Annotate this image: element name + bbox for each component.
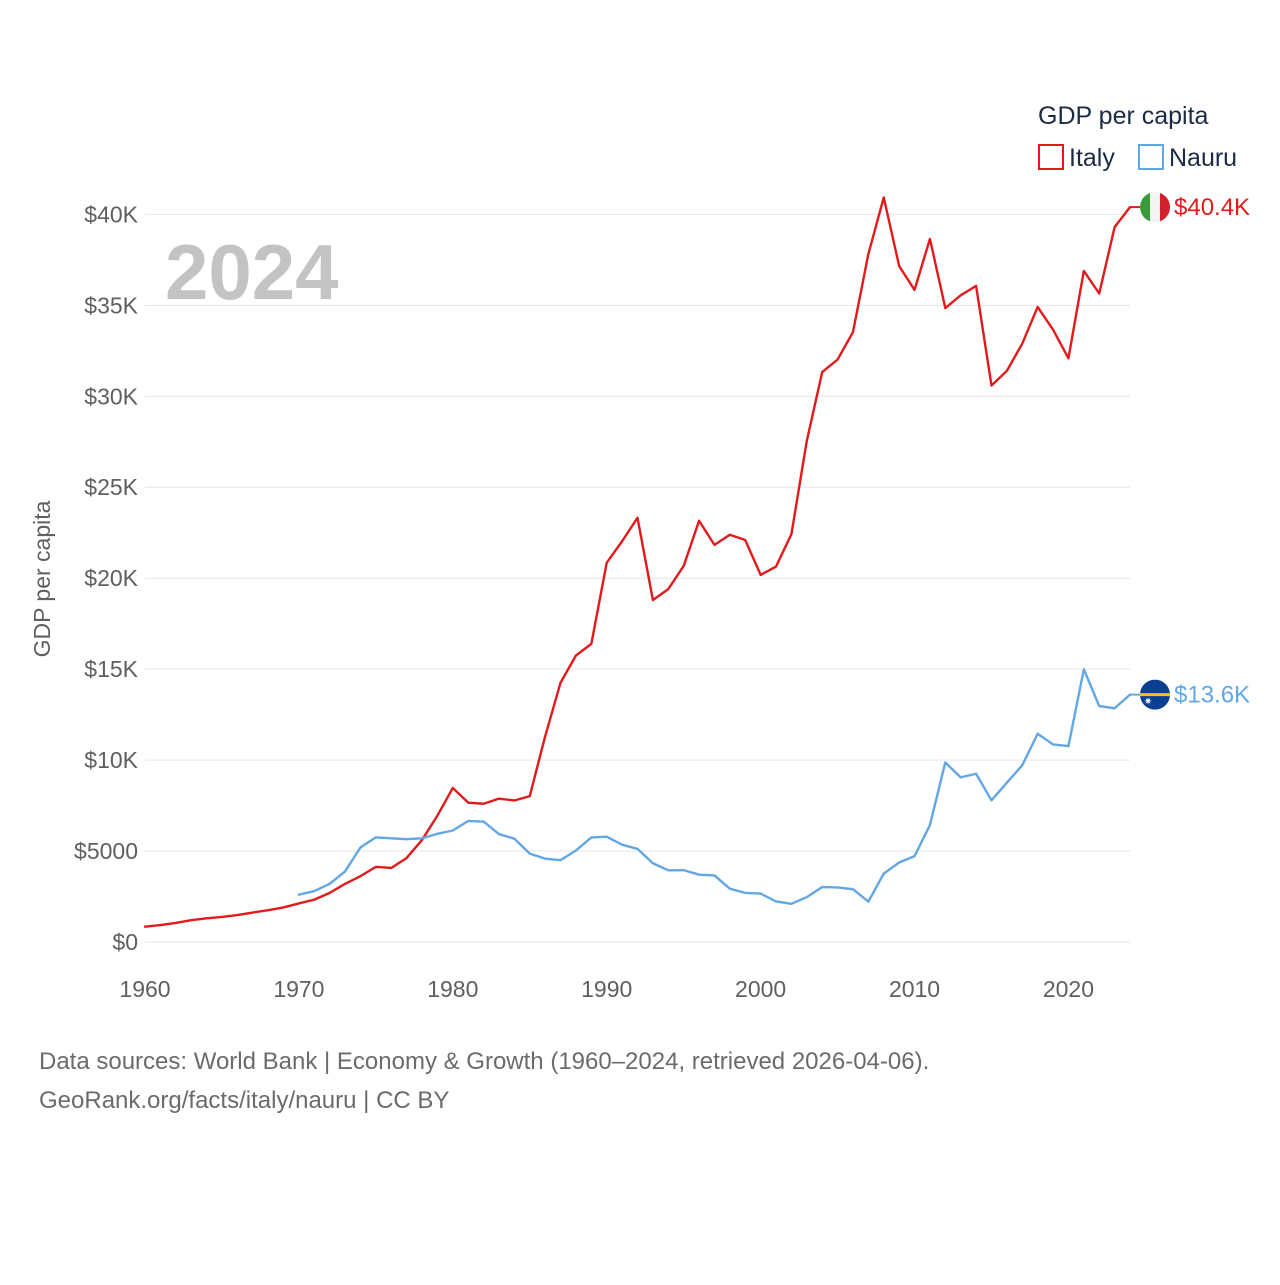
series-lines [143,196,1132,928]
x-tick-label-1970: 1970 [273,976,324,1002]
legend-label-italy: Italy [1069,144,1115,172]
legend-item-italy[interactable]: Italy [1038,144,1115,172]
nauru-end-marker: ✷ $13.6K [1130,679,1250,710]
y-tick-label-40000: $40K [84,201,138,227]
legend-swatch-nauru [1138,144,1164,170]
legend-swatch-italy [1038,144,1064,170]
x-tick-label-1990: 1990 [581,976,632,1002]
source-line-1: Data sources: World Bank | Economy & Gro… [39,1048,929,1075]
x-tick-label-1960: 1960 [119,976,170,1002]
italy-end-marker: $40.4K [1130,192,1250,223]
y-tick-label-0: $0 [112,929,138,955]
x-tick-label-2000: 2000 [735,976,786,1002]
x-tick-label-2010: 2010 [889,976,940,1002]
source-line-2: GeoRank.org/facts/italy/nauru | CC BY [39,1087,449,1114]
series-line-nauru[interactable] [297,668,1132,905]
y-axis-title: GDP per capita [29,500,55,657]
nauru-flag-icon: ✷ [1140,679,1170,710]
legend-label-nauru: Nauru [1169,144,1237,172]
y-tick-label-35000: $35K [84,292,138,318]
legend[interactable]: GDP per capita Italy Nauru [1038,102,1237,172]
y-tick-label-10000: $10K [84,747,138,773]
x-axis-ticks: 1960 1970 1980 1990 2000 2010 2020 [119,976,1094,1002]
series-line-italy[interactable] [143,196,1132,928]
y-tick-label-5000: $5000 [74,838,138,864]
x-tick-label-1980: 1980 [427,976,478,1002]
nauru-end-value-label: $13.6K [1174,682,1250,709]
y-axis-ticks: $0 $5000 $10K $15K $20K $25K $30K $35K $40K [74,201,139,955]
y-tick-label-30000: $30K [84,383,138,409]
gridlines [145,213,1130,943]
legend-item-nauru[interactable]: Nauru [1138,144,1237,172]
year-label: 2024 [165,228,339,316]
italy-end-value-label: $40.4K [1174,194,1250,221]
y-tick-label-25000: $25K [84,474,138,500]
y-tick-label-20000: $20K [84,565,138,591]
x-tick-label-2020: 2020 [1043,976,1094,1002]
italy-flag-icon [1140,192,1170,223]
legend-title: GDP per capita [1038,102,1209,130]
y-tick-label-15000: $15K [84,656,138,682]
svg-text:✷: ✷ [1144,697,1152,708]
